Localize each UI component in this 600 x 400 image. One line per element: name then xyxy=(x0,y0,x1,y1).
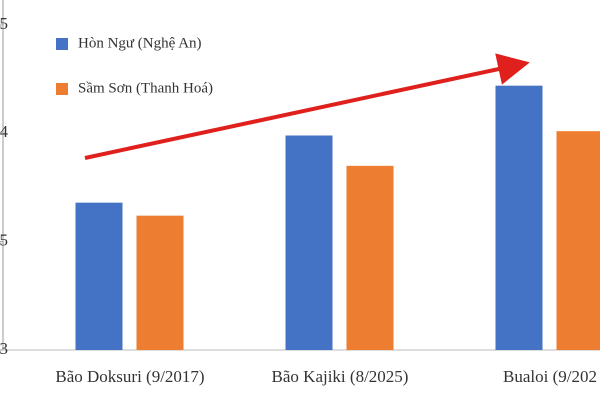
y-tick-label: 3.5 xyxy=(0,231,8,250)
bar xyxy=(556,131,600,350)
x-tick-label: Bão Kajiki (8/2025) xyxy=(272,367,409,386)
x-tick-label: Bualoi (9/202 xyxy=(503,367,597,386)
bar xyxy=(136,215,184,350)
y-tick-label: 4.5 xyxy=(0,14,8,33)
legend-label: Hòn Ngư (Nghệ An) xyxy=(78,35,202,51)
bar xyxy=(285,135,333,350)
y-tick-label: 4 xyxy=(0,122,9,141)
x-tick-label: Bão Doksuri (9/2017) xyxy=(55,367,204,386)
bar xyxy=(346,165,394,350)
legend-swatch xyxy=(56,38,68,50)
y-tick-label: 3 xyxy=(0,339,8,358)
bar xyxy=(75,202,123,350)
legend-swatch xyxy=(56,83,68,95)
legend-label: Sầm Sơn (Thanh Hoá) xyxy=(78,80,213,96)
trend-arrow xyxy=(84,53,530,160)
bar xyxy=(495,85,543,351)
